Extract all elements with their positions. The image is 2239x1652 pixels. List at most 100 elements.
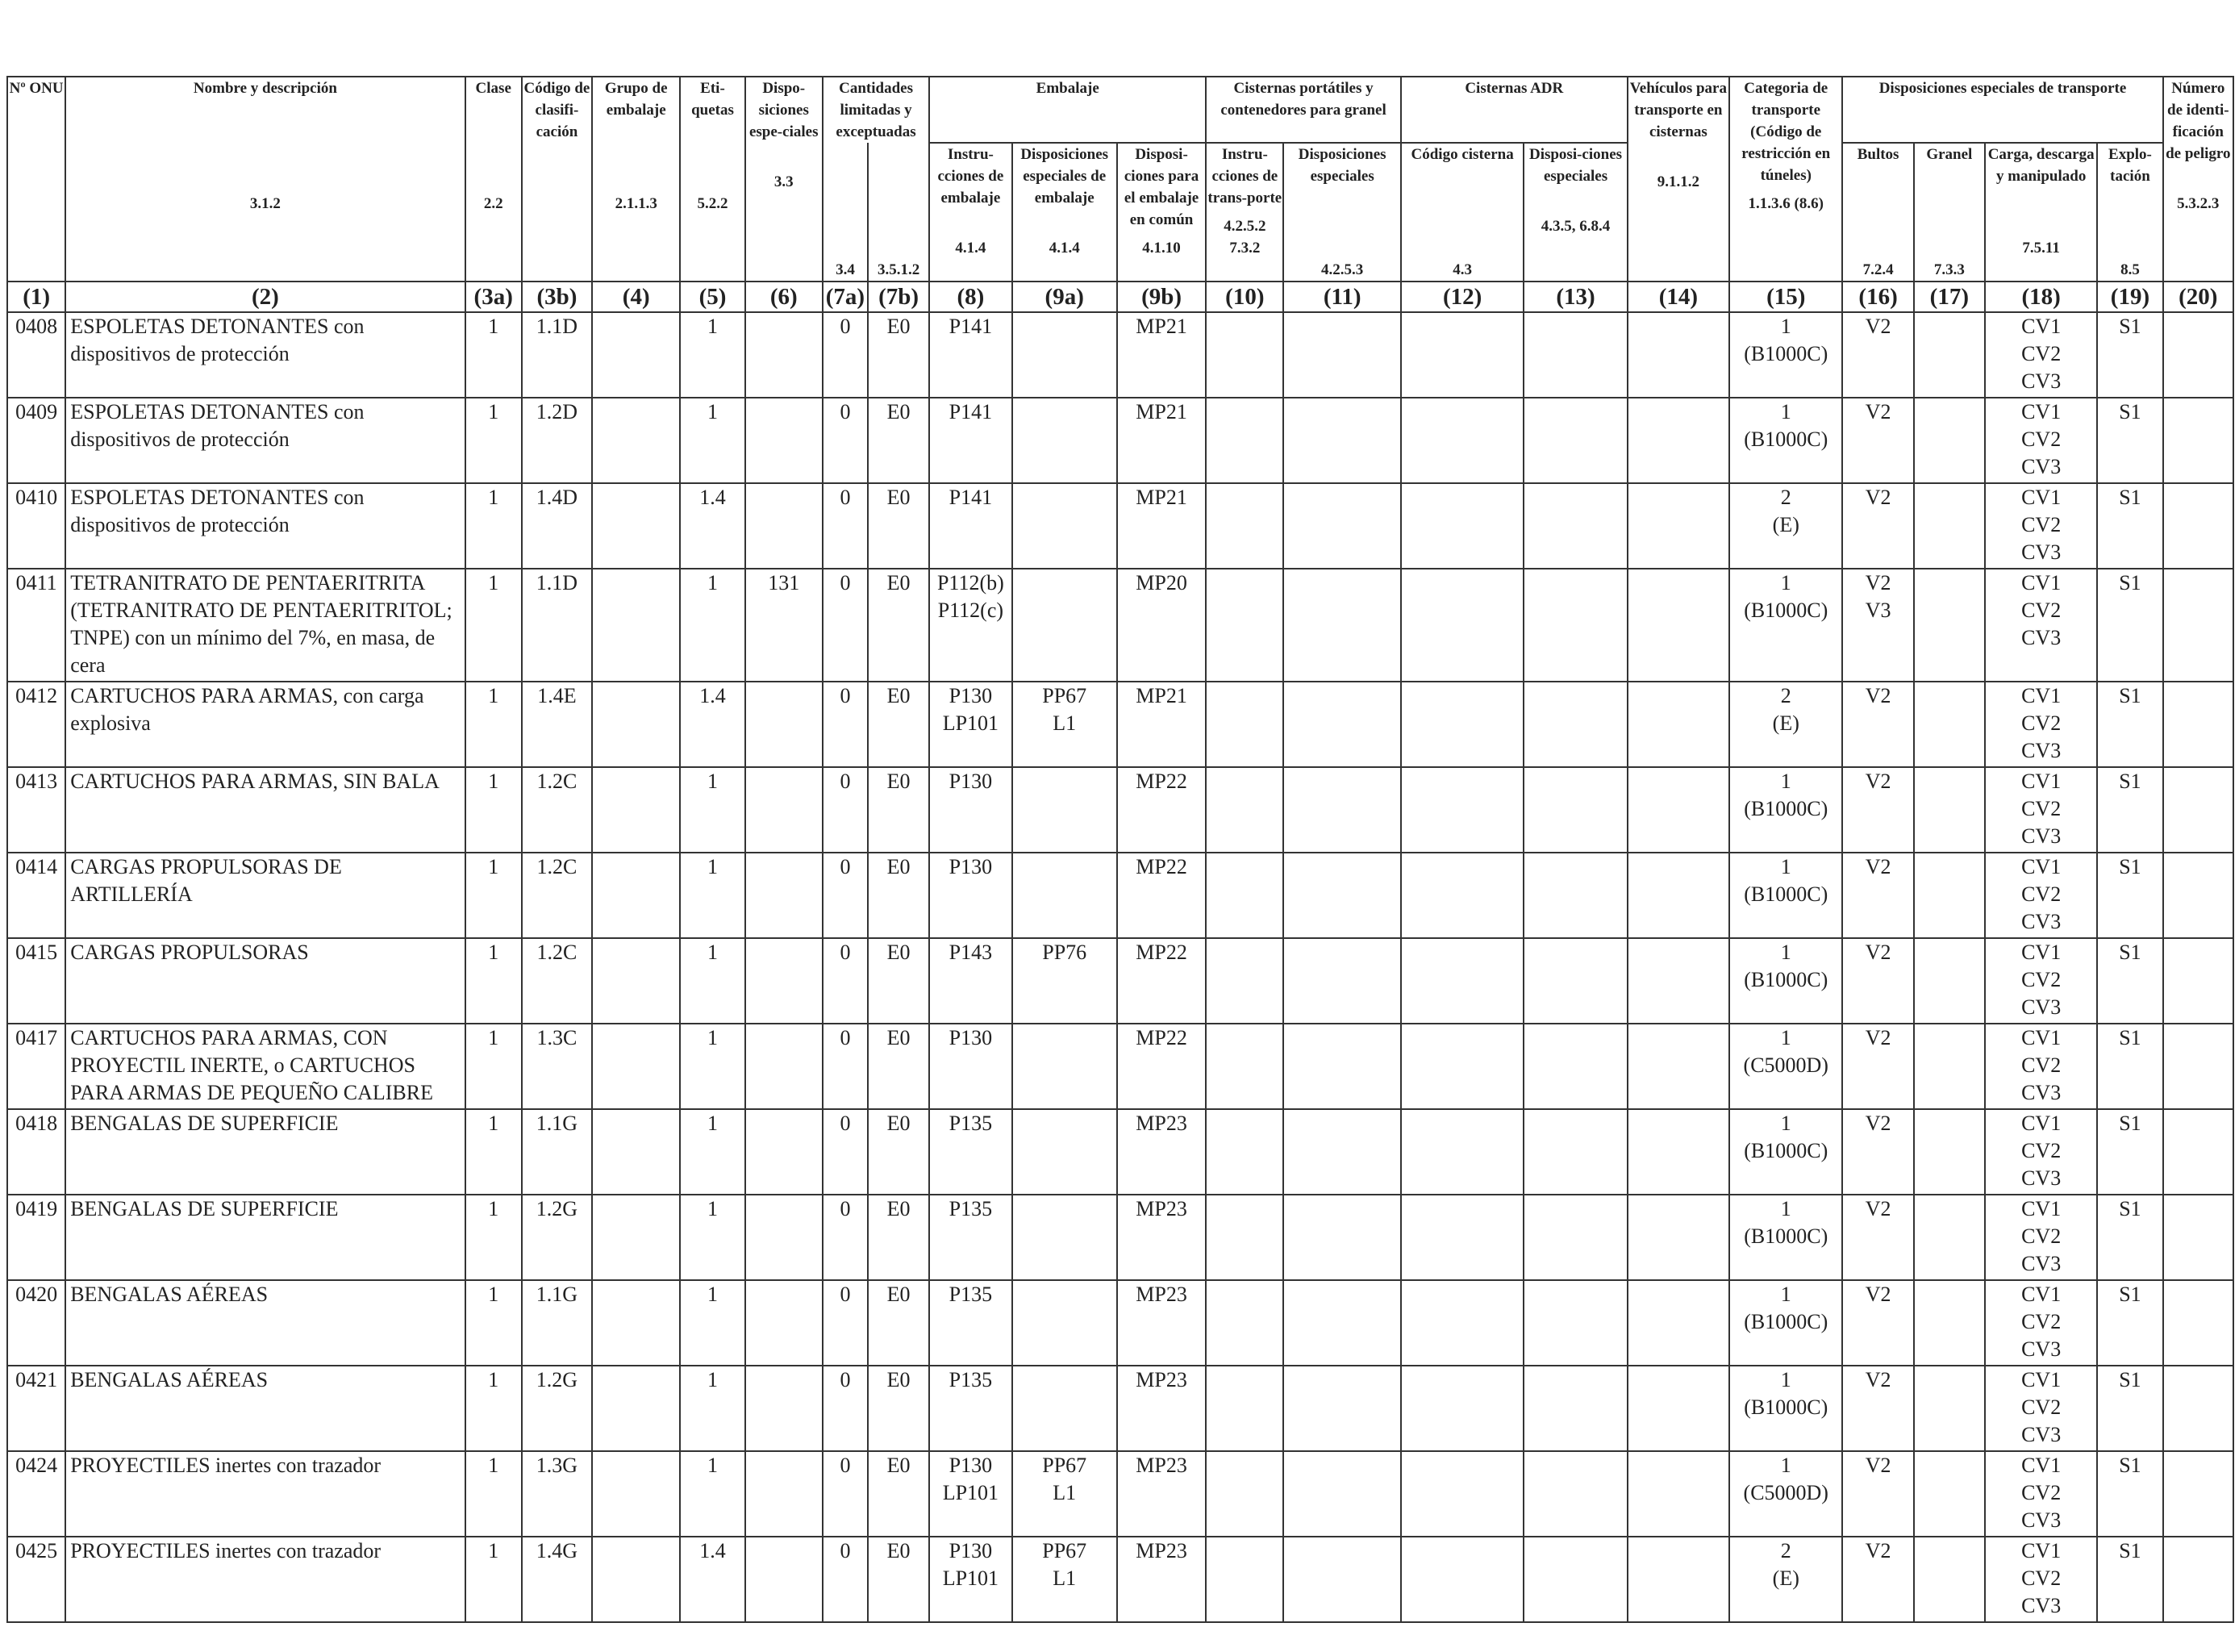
packages-cell: V2 [1841,1023,1915,1110]
colnum-8: (8) [928,281,1013,313]
header-limited-quantities-label: Cantidades limitadas y exceptuadas [836,80,916,140]
transport-category-cell-line: (C5000D) [1743,1053,1828,1077]
loading-cell-line: CV2 [2021,1481,2062,1504]
special-packing-cell [1011,1108,1118,1195]
packing-instructions-cell-line: P135 [949,1112,993,1135]
header-bulk: Granel 7.3.3 [1912,142,1986,282]
transport-category-cell: 1 (B1000C) [1728,1194,1844,1281]
loading-cell: CV1 CV2 CV3 [1983,852,2099,939]
packing-group-cell [591,1365,682,1452]
loading-cell-line: CV1 [2021,1539,2062,1562]
packages-cell-line: V2 [1865,486,1891,509]
limited-quantity-cell: 0 [821,311,869,398]
classification-code-cell: 1.4D [520,482,594,569]
special-provisions-cell [744,1279,823,1366]
header-tank-code: Código cisterna 4.3 [1399,142,1525,282]
colnum-13: (13) [1523,281,1628,313]
special-provisions-cell [744,1536,823,1623]
loading-cell-line: CV3 [2021,824,2062,848]
transport-category-cell-line: (E) [1772,1566,1799,1590]
packing-instructions-cell: P130 [928,766,1013,853]
excepted-quantity-cell: E0 [867,681,931,768]
bulk-cell [1912,1108,1986,1195]
packing-instructions-cell: P130 LP101 [928,1450,1013,1537]
mixed-packing-cell: MP21 [1115,311,1207,398]
limited-quantity-cell: 0 [821,1536,869,1623]
transport-category-cell-line: (B1000C) [1744,882,1828,906]
transport-category-cell-line: (C5000D) [1743,1481,1828,1504]
class-cell: 1 [464,1108,523,1195]
special-provisions-cell [744,937,823,1024]
un-number-cell: 0419 [6,1194,67,1281]
loading-cell-line: CV1 [2021,855,2062,878]
packing-instructions-cell: P130 [928,852,1013,939]
classification-code-cell: 1.2C [520,852,594,939]
special-packing-cell [1011,766,1118,853]
loading-cell-line: CV3 [2021,1252,2062,1275]
classification-code-cell: 1.1D [520,568,594,682]
class-cell: 1 [464,852,523,939]
special-packing-cell [1011,1023,1118,1110]
transport-category-cell-line: 1 [1780,855,1791,878]
un-number-cell: 0425 [6,1536,67,1623]
limited-quantity-cell: 0 [821,681,869,768]
mixed-packing-cell: MP22 [1115,937,1207,1024]
packing-instructions-cell-line: P130 [949,684,993,707]
header-hazard-id: Número de identi-ficación de peligro 5.3… [2162,76,2235,282]
header-packaging-label: Embalaje [1036,80,1099,97]
operation-cell: S1 [2096,937,2164,1024]
transport-category-cell-line: (B1000C) [1744,1139,1828,1162]
excepted-quantity-cell: E0 [867,852,931,939]
name-cell: TETRANITRATO DE PENTAERITRITA (TETRANITR… [65,568,466,682]
transport-category-cell: 2 (E) [1728,1536,1844,1623]
un-number-cell: 0408 [6,311,67,398]
hazard-id-cell [2162,568,2235,682]
limited-quantity-cell: 0 [821,1023,869,1110]
name-cell: CARGAS PROPULSORAS DE ARTILLERÍA [65,852,466,939]
transport-category-cell-line: (B1000C) [1744,968,1828,991]
packing-instructions-cell-line: P130 [949,1539,993,1562]
excepted-quantity-cell: E0 [867,1279,931,1366]
table-row: 0421 BENGALAS AÉREAS 1 1.2G 1 0 E0 P135 MP23 1 (B1… [6,1365,2235,1452]
header-portable-tanks-label: Cisternas portátiles y contenedores para… [1220,80,1386,119]
header-tank-code-label: Código cisterna [1411,146,1514,163]
header-classification-code: Código de clasifi-cación [520,76,594,282]
packing-group-cell [591,1536,682,1623]
header-packing-group: Grupo de embalaje 2.1.1.3 [591,76,682,282]
excepted-quantity-cell: E0 [867,1450,931,1537]
un-number-cell: 0415 [6,937,67,1024]
tank-code-cell [1399,1194,1525,1281]
colnum-15: (15) [1728,281,1844,313]
packages-cell: V2 [1841,1365,1915,1452]
classification-code-cell: 1.1G [520,1279,594,1366]
loading-cell-line: CV3 [2021,1337,2062,1361]
packages-cell: V2 [1841,681,1915,768]
header-un-number: Nº ONU [6,76,67,282]
limited-quantity-cell: 0 [821,852,869,939]
tank-special-provisions-cell [1282,1536,1402,1623]
hazard-id-cell [2162,852,2235,939]
operation-cell: S1 [2096,1023,2164,1110]
un-number-cell: 0410 [6,482,67,569]
limited-quantity-cell: 0 [821,397,869,484]
labels-cell: 1 [679,1365,746,1452]
packing-group-cell [591,1194,682,1281]
packing-instructions-cell-line: P135 [949,1368,993,1391]
un-number-cell: 0409 [6,397,67,484]
loading-cell-line: CV2 [2021,968,2062,991]
class-cell: 1 [464,1450,523,1537]
tank-vehicles-cell [1626,1536,1731,1623]
loading-cell-line: CV3 [2021,1081,2062,1104]
transport-category-cell: 2 (E) [1728,482,1844,569]
special-packing-cell-line: PP67 [1042,1454,1087,1477]
header-mixed-packing-label: Disposi-ciones para el embalaje en común [1124,146,1199,228]
packages-cell-line: V2 [1865,1197,1891,1220]
loading-cell-line: CV2 [2021,1566,2062,1590]
bulk-cell [1912,937,1986,1024]
mixed-packing-cell: MP23 [1115,1450,1207,1537]
header-adr-tanks-group: Cisternas ADR [1399,76,1628,144]
header-transport-category: Categoria de transporte (Código de restr… [1728,76,1844,282]
packages-cell-line: V2 [1865,400,1891,423]
transport-category-cell-line: 1 [1780,1368,1791,1391]
un-number-cell: 0414 [6,852,67,939]
